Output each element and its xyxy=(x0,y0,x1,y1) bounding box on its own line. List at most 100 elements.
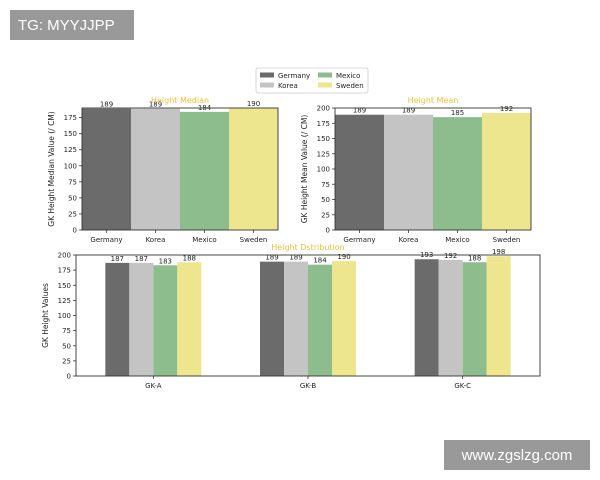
data-label: 188 xyxy=(468,254,481,262)
y-tick-label: 50 xyxy=(321,196,330,204)
legend-swatch-korea xyxy=(260,82,274,88)
y-tick-label: 100 xyxy=(317,166,330,174)
data-label: 189 xyxy=(353,107,366,115)
data-label: 185 xyxy=(451,109,464,117)
bar-gk-c-germany xyxy=(414,259,439,376)
chart-title: Height Median xyxy=(151,96,209,105)
data-label: 187 xyxy=(111,255,124,263)
legend-swatch-sweden xyxy=(318,82,332,88)
bar-gk-b-korea xyxy=(284,261,308,376)
bar-gk-a-mexico xyxy=(153,265,178,376)
watermark-bottom-right: www.zgslzg.com xyxy=(444,440,590,470)
bar-gk-a-korea xyxy=(129,262,154,376)
x-tick-label: Germany xyxy=(343,236,375,244)
data-label: 187 xyxy=(135,255,148,263)
y-tick-label: 25 xyxy=(68,210,77,218)
y-tick-label: 0 xyxy=(67,373,71,381)
y-tick-label: 150 xyxy=(64,130,77,138)
y-tick-label: 125 xyxy=(64,146,77,154)
data-label: 198 xyxy=(492,248,505,256)
x-tick-label: Korea xyxy=(146,236,166,244)
data-label: 192 xyxy=(444,252,457,260)
bar-gk-c-korea xyxy=(438,259,463,376)
legend-frame xyxy=(255,67,369,94)
bar-gk-c-sweden xyxy=(486,256,511,376)
plot-frame xyxy=(334,107,532,231)
data-label: 189 xyxy=(100,101,113,109)
legend-label-mexico: Mexico xyxy=(336,72,360,80)
bar-gk-a-germany xyxy=(105,262,130,376)
plot-frame xyxy=(81,107,279,231)
y-tick-label: 150 xyxy=(58,282,71,290)
x-tick-label: Sweden xyxy=(493,236,521,244)
bar-gk-b-mexico xyxy=(308,264,332,376)
y-tick-label: 175 xyxy=(317,120,330,128)
y-axis-label: GK Height Mean Value (/ CM) xyxy=(300,115,309,224)
bar-sweden xyxy=(482,112,531,230)
legend-swatch-germany xyxy=(260,72,274,78)
bar-sweden xyxy=(229,108,278,230)
bar-mexico xyxy=(433,117,482,230)
data-label: 184 xyxy=(313,257,327,265)
y-tick-label: 50 xyxy=(68,194,77,202)
x-tick-label: Korea xyxy=(399,236,419,244)
data-label: 189 xyxy=(149,101,162,109)
chart-title: Height Mean xyxy=(408,96,459,105)
data-label: 188 xyxy=(183,254,196,262)
y-tick-label: 125 xyxy=(58,297,71,305)
x-tick-label: Mexico xyxy=(192,236,216,244)
data-label: 190 xyxy=(247,100,260,108)
legend-swatch-mexico xyxy=(318,72,332,78)
data-label: 183 xyxy=(159,257,172,265)
legend: Germany Korea Mexico Sweden xyxy=(255,67,369,94)
chart-title: Height Dstribution xyxy=(271,243,344,252)
y-tick-label: 75 xyxy=(62,327,71,335)
y-tick-label: 50 xyxy=(62,342,71,350)
bar-gk-a-sweden xyxy=(177,262,202,376)
y-tick-label: 25 xyxy=(321,211,330,219)
y-tick-label: 100 xyxy=(64,162,77,170)
y-tick-label: 25 xyxy=(62,357,71,365)
data-label: 192 xyxy=(500,105,513,113)
y-tick-label: 175 xyxy=(64,114,77,122)
bar-gk-b-sweden xyxy=(332,261,356,376)
watermark-top-left: TG: MYYJJPP xyxy=(10,10,134,40)
chart-panel-height-dstribution: 0 25 50 75 100 125 150 175 200 187 187 183 188 GK-A 18… xyxy=(41,243,541,390)
legend-label-sweden: Sweden xyxy=(336,82,364,90)
x-tick-label: GK-B xyxy=(300,382,317,390)
data-label: 189 xyxy=(289,254,302,262)
y-tick-label: 200 xyxy=(58,252,71,260)
chart-panel-height-median: 0255075100125150175189Germany189Korea184… xyxy=(47,96,279,244)
chart-panel-height-mean: 0 25 50 75 100 125 150 175 200 189 Germany 189 Korea… xyxy=(300,96,532,244)
x-tick-label: Mexico xyxy=(445,236,469,244)
y-tick-label: 175 xyxy=(58,267,71,275)
bar-gk-c-mexico xyxy=(462,262,487,376)
y-tick-label: 0 xyxy=(73,227,77,235)
y-tick-label: 200 xyxy=(317,105,330,113)
y-axis-label: GK Height Median Value (/ CM) xyxy=(47,111,56,226)
x-tick-label: Germany xyxy=(90,236,122,244)
bar-germany xyxy=(82,108,131,230)
x-tick-label: GK-C xyxy=(454,382,471,390)
bar-korea xyxy=(131,108,180,230)
bar-germany xyxy=(335,114,384,230)
bar-gk-b-germany xyxy=(260,261,284,376)
x-tick-label: Sweden xyxy=(240,236,268,244)
data-label: 190 xyxy=(337,253,350,261)
plot-frame xyxy=(75,254,541,377)
y-tick-label: 125 xyxy=(317,150,330,158)
data-label: 189 xyxy=(265,254,278,262)
bar-mexico xyxy=(180,111,229,230)
data-label: 189 xyxy=(402,107,415,115)
bar-korea xyxy=(384,114,433,230)
y-tick-label: 75 xyxy=(68,178,77,186)
y-tick-label: 150 xyxy=(317,135,330,143)
legend-label-germany: Germany xyxy=(278,72,310,80)
y-tick-label: 0 xyxy=(326,227,330,235)
y-tick-label: 75 xyxy=(321,181,330,189)
y-tick-label: 100 xyxy=(58,312,71,320)
x-tick-label: GK-A xyxy=(145,382,162,390)
y-axis-label: GK Height Values xyxy=(41,283,50,348)
legend-label-korea: Korea xyxy=(278,82,298,90)
